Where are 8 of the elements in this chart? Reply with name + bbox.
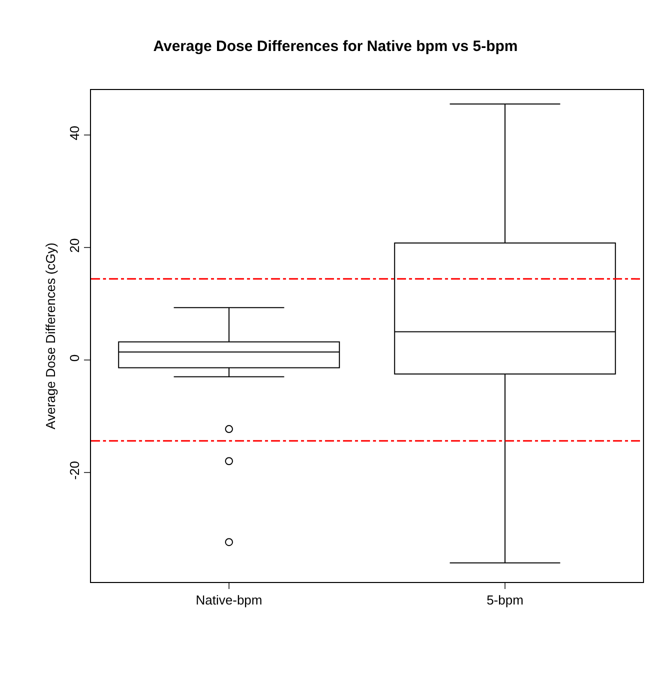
x-tick-label: 5-bpm [486,592,524,608]
x-tick-label: Native-bpm [196,592,262,608]
y-tick-label: 40 [66,126,82,140]
y-tick-label: 0 [66,354,82,362]
y-tick-label: 20 [66,238,82,253]
y-axis-title: Average Dose Differences (cGy) [43,242,58,430]
y-tick-label: -20 [66,461,82,480]
chart-title: Average Dose Differences for Native bpm vs 5-bpm [153,38,518,56]
